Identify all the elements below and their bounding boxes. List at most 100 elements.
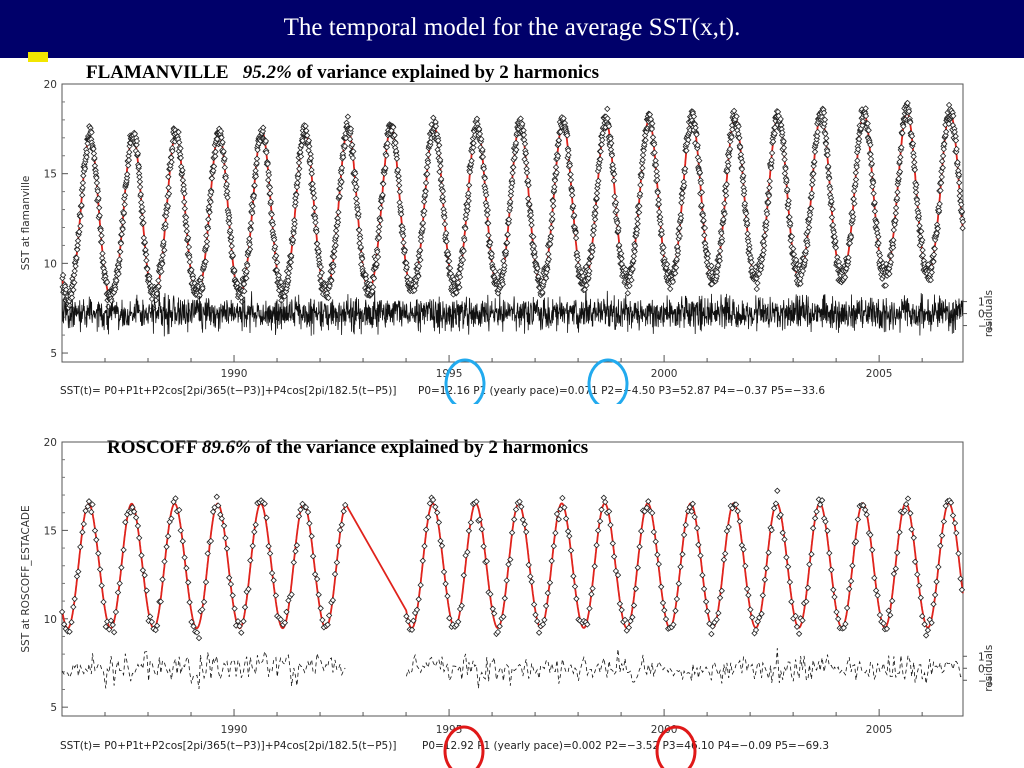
flamanville-observation-point xyxy=(760,247,767,254)
roscoff-observation-point xyxy=(542,602,550,610)
flamanville-observation-point xyxy=(513,146,520,153)
roscoff-observation-point xyxy=(609,540,616,547)
flamanville-observation-point xyxy=(511,154,518,161)
flamanville-observation-point xyxy=(227,237,235,244)
flamanville-observation-point xyxy=(330,253,338,261)
flamanville-observation-point xyxy=(669,278,677,286)
flamanville-observation-point xyxy=(208,175,216,182)
flamanville-observation-point xyxy=(611,170,618,178)
roscoff-observation-point xyxy=(295,513,303,520)
roscoff-observation-point xyxy=(612,567,620,575)
roscoff-observation-point xyxy=(417,581,424,589)
roscoff-observation-point xyxy=(521,521,528,528)
flamanville-observation-point xyxy=(893,194,901,202)
roscoff-observation-point xyxy=(835,615,842,623)
flamanville-observation-point xyxy=(352,170,359,177)
flamanville-observation-point xyxy=(674,247,682,255)
roscoff-observation-point xyxy=(277,616,284,623)
flamanville-observation-point xyxy=(958,208,966,215)
flamanville-observation-point xyxy=(384,140,391,147)
flamanville-observation-point xyxy=(330,263,337,270)
roscoff-observation-point xyxy=(421,542,428,550)
flamanville-observation-point xyxy=(160,238,167,246)
flamanville-observation-point xyxy=(624,290,631,297)
roscoff-observation-point xyxy=(811,515,819,522)
roscoff-observation-point xyxy=(148,618,155,626)
flamanville-observation-point xyxy=(846,240,854,247)
flamanville-observation-point xyxy=(766,184,773,191)
flamanville-observation-point xyxy=(631,242,639,250)
flamanville-observation-point xyxy=(247,226,254,233)
flamanville-observation-point xyxy=(914,200,921,207)
flamanville-observation-point xyxy=(631,248,638,255)
flamanville-observation-point xyxy=(198,274,205,281)
flamanville-observation-point xyxy=(642,137,649,144)
flamanville-observation-point xyxy=(135,163,143,170)
flamanville-observation-point xyxy=(333,232,340,240)
roscoff-observation-point xyxy=(139,567,147,574)
flamanville-observation-point xyxy=(868,171,875,178)
roscoff-observation-point xyxy=(519,516,527,523)
flamanville-observation-point xyxy=(374,248,381,255)
flamanville-observation-point xyxy=(658,231,665,238)
flamanville-observation-point xyxy=(626,282,633,289)
flamanville-observation-point xyxy=(959,225,966,232)
flamanville-observation-point xyxy=(184,234,192,241)
flamanville-observation-point xyxy=(832,244,840,251)
roscoff-observation-point xyxy=(876,611,884,619)
roscoff-param-highlight-circle xyxy=(655,725,697,768)
flamanville-observation-point xyxy=(59,275,66,282)
flamanville-observation-point xyxy=(417,237,425,245)
roscoff-observation-point xyxy=(555,516,562,523)
flamanville-observation-point xyxy=(356,226,363,234)
flamanville-observation-point xyxy=(369,283,377,291)
flamanville-observation-point xyxy=(293,183,301,191)
roscoff-observation-point xyxy=(852,538,860,545)
flamanville-observation-point xyxy=(612,199,620,206)
roscoff-observation-point xyxy=(297,506,304,513)
flamanville-y-axis-title: SST at flamanville xyxy=(20,176,32,271)
flamanville-observation-point xyxy=(118,231,125,238)
roscoff-observation-point xyxy=(106,626,113,633)
flamanville-observation-point xyxy=(163,209,170,216)
roscoff-observation-point xyxy=(571,583,579,590)
roscoff-observation-point xyxy=(708,630,715,638)
flamanville-observation-point xyxy=(678,199,685,206)
roscoff-observation-point xyxy=(183,564,190,572)
flamanville-observation-point xyxy=(542,275,550,282)
flamanville-observation-point xyxy=(83,149,91,156)
flamanville-observation-point xyxy=(845,254,852,261)
flamanville-observation-point xyxy=(462,225,469,232)
flamanville-observation-point xyxy=(419,225,426,233)
flamanville-observation-point xyxy=(453,289,460,296)
roscoff-observation-point xyxy=(476,516,483,523)
flamanville-observation-point xyxy=(464,207,471,214)
flamanville-observation-point xyxy=(294,179,301,186)
flamanville-observation-point xyxy=(124,171,131,178)
flamanville-observation-point xyxy=(698,202,705,209)
flamanville-observation-point xyxy=(346,136,354,143)
roscoff-observation-point xyxy=(768,526,775,534)
flamanville-observation-point xyxy=(222,174,229,182)
flamanville-observations xyxy=(59,99,967,312)
roscoff-observation-point xyxy=(491,610,498,617)
flamanville-observation-point xyxy=(790,245,797,252)
flamanville-observation-point xyxy=(505,216,513,223)
roscoff-residual-tick-label: 0 xyxy=(978,663,985,675)
roscoff-observation-point xyxy=(933,578,940,585)
roscoff-observation-point xyxy=(129,504,136,511)
roscoff-observation-point xyxy=(907,510,914,517)
flamanville-observation-point xyxy=(634,215,641,223)
flamanville-observation-point xyxy=(724,167,731,175)
flamanville-observation-point xyxy=(762,222,770,229)
flamanville-observation-point xyxy=(546,240,554,248)
roscoff-observation-point xyxy=(831,593,838,601)
roscoff-observation-point xyxy=(846,585,853,593)
flamanville-observation-point xyxy=(476,130,484,138)
flamanville-observation-point xyxy=(456,273,464,281)
flamanville-observation-point xyxy=(421,207,428,215)
flamanville-observation-point xyxy=(911,166,919,173)
roscoff-observation-point xyxy=(204,550,211,557)
roscoff-observation-point xyxy=(774,487,781,494)
flamanville-observation-point xyxy=(88,129,95,136)
